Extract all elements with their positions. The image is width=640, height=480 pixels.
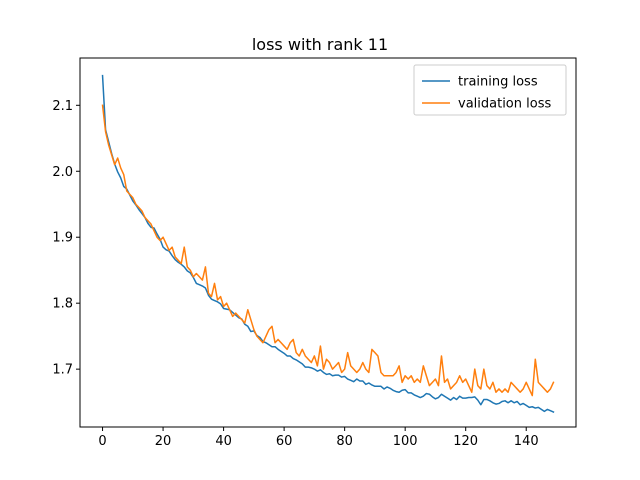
legend-label: training loss	[458, 75, 538, 90]
y-tick-label: 2.1	[52, 99, 73, 114]
x-tick-label: 80	[336, 434, 353, 449]
x-tick-label: 40	[215, 434, 232, 449]
x-tick-label: 140	[514, 434, 539, 449]
x-tick-label: 0	[98, 434, 106, 449]
y-axis: 1.7 1.8 1.9 2.0 2.1	[52, 99, 80, 378]
chart-title: loss with rank 11	[252, 35, 388, 54]
x-tick-label: 120	[453, 434, 478, 449]
legend: training loss validation loss	[413, 64, 567, 116]
series-lines	[101, 74, 555, 414]
plot-frame	[79, 57, 577, 428]
x-tick-label: 20	[155, 434, 172, 449]
legend-box	[413, 64, 567, 116]
x-axis: 0 20 40 60 80 100 120 140	[98, 427, 539, 449]
y-tick-label: 1.8	[52, 297, 73, 312]
x-tick-label: 100	[393, 434, 418, 449]
y-tick-label: 1.9	[52, 231, 73, 246]
y-tick-label: 2.0	[52, 165, 73, 180]
series-line-validation-loss	[101, 104, 555, 397]
legend-label: validation loss	[458, 97, 551, 112]
x-tick-label: 60	[276, 434, 293, 449]
series-line-training-loss	[101, 74, 555, 414]
y-tick-label: 1.7	[52, 363, 73, 378]
